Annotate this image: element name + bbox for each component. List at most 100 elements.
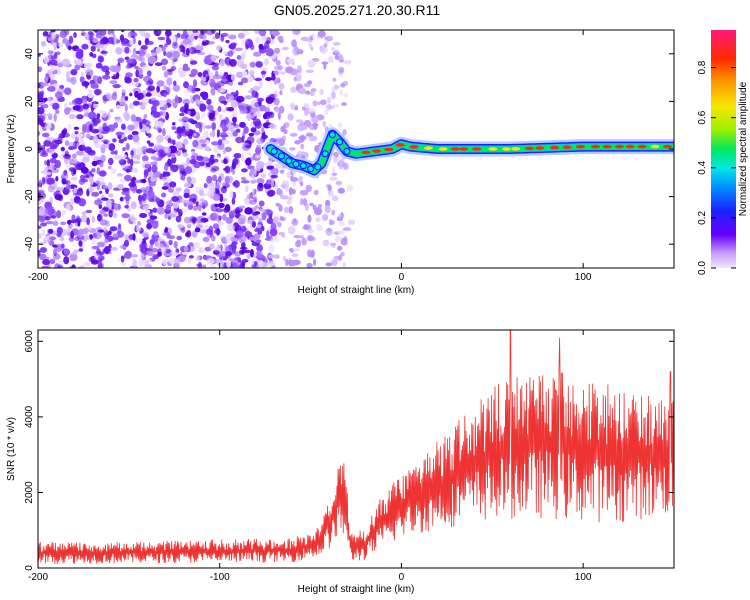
noise-blob [182, 67, 191, 72]
ridge-node [321, 150, 329, 158]
noise-blob [233, 180, 240, 188]
y-tick-label: 4000 [24, 405, 35, 428]
noise-blob [229, 190, 234, 199]
noise-blob [228, 34, 237, 40]
noise-blob [265, 40, 271, 45]
noise-blob [165, 204, 171, 211]
noise-blob [261, 127, 265, 133]
noise-blob [97, 255, 105, 261]
noise-blob [39, 127, 43, 136]
noise-blob [157, 237, 162, 242]
noise-blob [331, 243, 336, 249]
noise-blob [166, 232, 170, 239]
noise-blob [151, 220, 159, 229]
noise-blob [116, 173, 123, 177]
noise-blob [338, 213, 343, 219]
noise-blob [168, 258, 177, 264]
noise-blob [69, 253, 78, 262]
noise-blob [126, 58, 134, 64]
noise-blob [225, 175, 234, 184]
noise-blob [91, 160, 98, 167]
noise-blob [92, 117, 101, 124]
noise-blob [260, 173, 266, 178]
noise-blob [80, 71, 85, 76]
noise-blob [278, 83, 285, 90]
noise-blob [175, 187, 182, 192]
noise-blob [53, 42, 57, 51]
noise-blob [131, 130, 139, 136]
noise-blob [339, 59, 344, 63]
noise-blob [133, 100, 140, 106]
noise-blob [73, 32, 77, 38]
noise-blob [244, 207, 253, 215]
noise-blob [293, 218, 297, 224]
noise-blob [294, 140, 301, 145]
noise-blob [210, 54, 217, 62]
noise-blob [125, 72, 133, 78]
noise-blob [88, 34, 94, 42]
noise-blob [255, 239, 262, 244]
ridge-node [299, 162, 307, 170]
noise-blob [310, 46, 314, 51]
noise-blob [256, 224, 262, 228]
signal-ridge [263, 127, 674, 178]
noise-blob [218, 95, 226, 104]
noise-blob [110, 246, 118, 251]
noise-blob [334, 84, 340, 90]
noise-blob [324, 205, 331, 214]
noise-blob [312, 204, 317, 211]
noise-blob [140, 253, 145, 259]
noise-blob [309, 202, 314, 207]
noise-blob [54, 194, 63, 201]
noise-blob [209, 78, 216, 87]
noise-blob [112, 65, 121, 73]
noise-blob [75, 59, 82, 65]
noise-scatter [38, 30, 356, 268]
noise-blob [270, 222, 277, 231]
noise-blob [319, 88, 324, 95]
noise-blob [255, 37, 261, 44]
noise-blob [149, 244, 154, 250]
noise-blob [249, 61, 256, 68]
noise-blob [284, 186, 289, 193]
ridge-peak [384, 147, 394, 152]
noise-blob [297, 124, 302, 131]
noise-blob [112, 84, 121, 89]
noise-blob [240, 176, 246, 181]
noise-blob [331, 91, 336, 100]
noise-blob [333, 156, 337, 163]
noise-blob [68, 113, 76, 120]
noise-blob [231, 241, 238, 246]
noise-blob [56, 210, 62, 219]
noise-blob [154, 62, 163, 66]
noise-blob [80, 166, 89, 174]
noise-blob [70, 133, 76, 139]
noise-blob [147, 85, 156, 92]
noise-blob [238, 205, 246, 209]
noise-blob [308, 236, 316, 241]
noise-blob [313, 258, 317, 267]
noise-blob [205, 146, 210, 151]
noise-blob [48, 236, 56, 241]
noise-blob [117, 203, 121, 210]
noise-blob [192, 205, 199, 211]
noise-blob [227, 50, 234, 57]
noise-blob [139, 49, 146, 57]
noise-blob [139, 213, 148, 218]
noise-blob [81, 211, 87, 216]
ridge-peak [663, 144, 673, 149]
noise-blob [89, 69, 93, 77]
noise-blob [152, 254, 160, 260]
noise-blob [331, 47, 335, 51]
noise-blob [304, 90, 311, 95]
noise-blob [215, 208, 224, 213]
colorbar-gradient [711, 30, 736, 268]
noise-blob [123, 174, 132, 182]
noise-blob [206, 257, 215, 265]
noise-blob [47, 50, 53, 55]
noise-blob [198, 204, 202, 212]
noise-blob [284, 122, 290, 128]
noise-blob [120, 123, 126, 131]
noise-blob [95, 32, 102, 39]
